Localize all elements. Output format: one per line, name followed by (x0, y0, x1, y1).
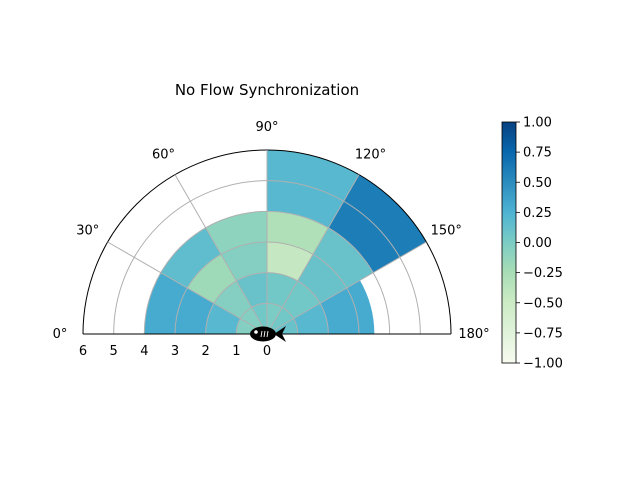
heat-sector (251, 303, 267, 334)
heat-sector (160, 227, 221, 288)
radius-tick-label: 5 (110, 344, 118, 359)
angle-tick-label: 180° (458, 327, 489, 342)
colorbar-gradient (501, 121, 517, 364)
heat-sector (205, 211, 267, 255)
colorbar-tick-label: −0.25 (523, 266, 563, 281)
colorbar: 1.00 0.75 0.50 0.25 0.00 −0.25 −0.50 −0.75 −1.00 (501, 116, 563, 372)
heat-sector (267, 303, 283, 334)
angle-tick-label: 120° (355, 148, 386, 163)
angle-tick-label: 0° (53, 327, 68, 342)
heat-sector (267, 272, 298, 308)
grid-spoke (107, 241, 268, 335)
colorbar-tick-label: 0.25 (523, 206, 552, 221)
colorbar-tick-label: 0.50 (523, 176, 552, 191)
radius-tick-label: 1 (232, 344, 240, 359)
heat-sector (236, 272, 267, 308)
chart-title: No Flow Synchronization (175, 81, 359, 99)
heat-sector (267, 150, 359, 228)
heat-sector (267, 242, 313, 281)
heat-sector (267, 318, 298, 334)
heat-sector (267, 211, 329, 255)
heat-sector (346, 280, 375, 334)
heat-sector (282, 280, 321, 319)
grid-spoke (266, 174, 360, 335)
fish-icon (250, 326, 286, 342)
colorbar-tick-label: 0.00 (523, 236, 552, 251)
radius-tick-label: 3 (171, 344, 179, 359)
heat-sector (297, 254, 347, 304)
heat-sector (320, 288, 359, 334)
heat-sector (267, 307, 294, 334)
angle-tick-label: 90° (255, 120, 278, 135)
sector-layer (144, 150, 427, 334)
colorbar-tick-label: 0.75 (523, 146, 552, 161)
polar-grid (82, 149, 452, 335)
colorbar-tick-label: −0.75 (523, 326, 563, 341)
heat-sector (205, 303, 241, 334)
heat-sector (221, 242, 267, 281)
heat-sector (293, 303, 329, 334)
radius-tick-label: 2 (202, 344, 210, 359)
heat-sector (144, 272, 188, 334)
heat-sector (313, 227, 374, 288)
colorbar-tick-label: −1.00 (523, 357, 563, 372)
angle-tick-label: 60° (152, 148, 175, 163)
heat-sector (175, 288, 214, 334)
radius-tick-label: 6 (79, 344, 87, 359)
grid-spoke (174, 174, 268, 335)
axis-labels: 0° 30° 60° 90° 120° 150° 180° 6 5 4 3 2 1 0 (53, 120, 490, 359)
angle-tick-label: 30° (76, 224, 99, 239)
colorbar-tick-label: −0.50 (523, 296, 563, 311)
heat-sector (187, 254, 237, 304)
radius-tick-label: 4 (140, 344, 148, 359)
heat-sector (213, 280, 252, 319)
heat-sector (328, 174, 427, 273)
angle-tick-label: 150° (431, 224, 462, 239)
radius-tick-label: 0 (263, 344, 271, 359)
colorbar-tick-label: 1.00 (523, 116, 552, 131)
grid-spoke (266, 241, 427, 335)
